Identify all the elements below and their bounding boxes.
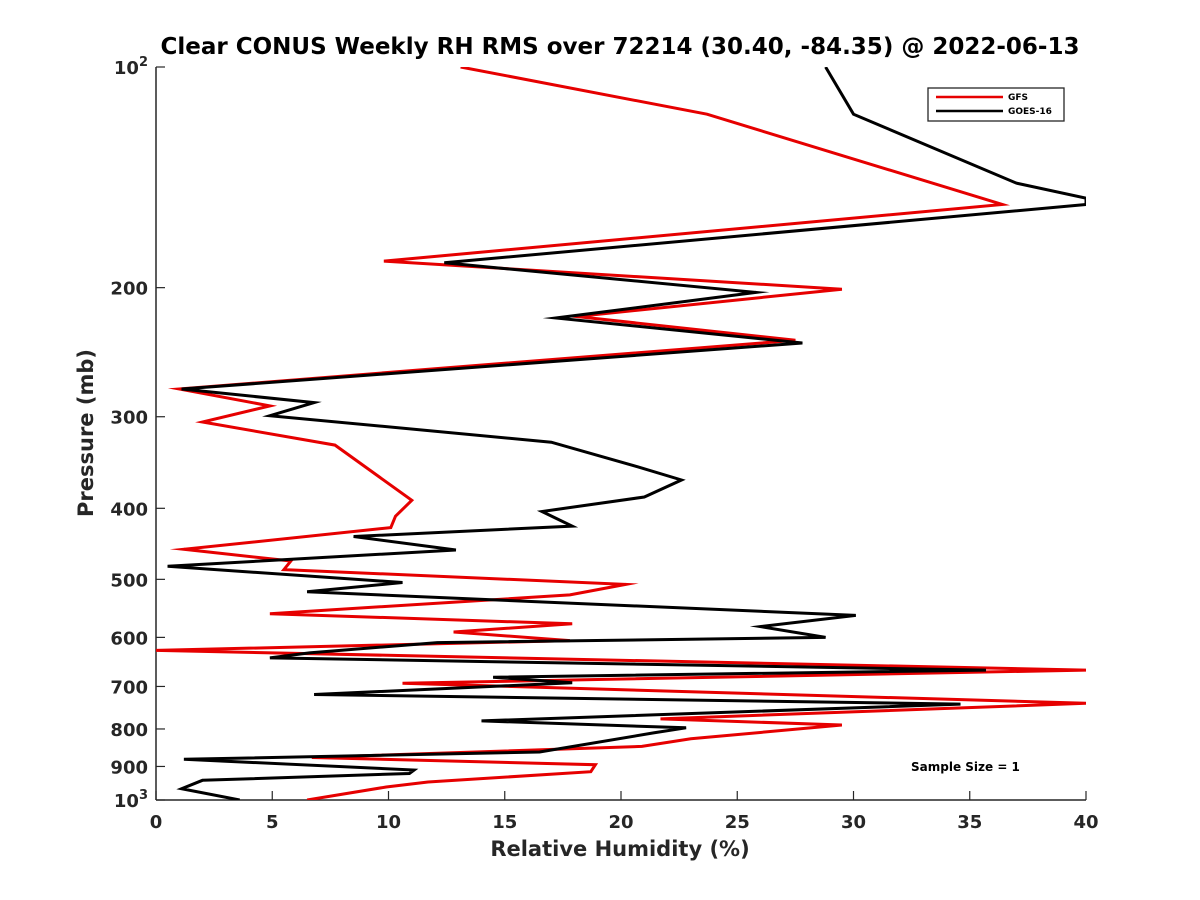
x-tick-label: 0 [150, 812, 163, 833]
legend: GFS GOES-16 [927, 87, 1065, 122]
x-tick-label: 10 [376, 812, 401, 833]
y-tick-label: 200 [110, 279, 148, 300]
legend-box [927, 87, 1065, 122]
series-line-gfs [156, 67, 1086, 800]
sample-size-annotation: Sample Size = 1 [911, 760, 1020, 774]
y-tick-label: 500 [110, 570, 148, 591]
x-tick-label: 35 [957, 812, 982, 833]
y-tick-label: 103 [114, 788, 148, 812]
series-group [156, 67, 1086, 800]
chart-title: Clear CONUS Weekly RH RMS over 72214 (30… [161, 34, 1080, 60]
x-axis-label: Relative Humidity (%) [490, 837, 749, 861]
x-tick-label: 15 [492, 812, 517, 833]
y-tick-label: 400 [110, 499, 148, 520]
y-tick-label: 300 [110, 408, 148, 429]
x-tick-label: 25 [725, 812, 750, 833]
y-tick-label: 700 [110, 677, 148, 698]
series-line-goes-16 [167, 67, 1086, 800]
y-axis-label: Pressure (mb) [74, 349, 98, 517]
y-tick-label: 600 [110, 628, 148, 649]
x-tick-label: 20 [608, 812, 633, 833]
y-tick-label: 900 [110, 757, 148, 778]
x-tick-label: 40 [1073, 812, 1098, 833]
x-tick-label: 30 [841, 812, 866, 833]
y-tick-label: 800 [110, 720, 148, 741]
legend-label-gfs: GFS [1008, 93, 1028, 103]
x-tick-label: 5 [266, 812, 279, 833]
plot-area: 0 5 10 15 20 25 30 35 40 102 200 300 400 500 600 700 800… [110, 55, 1098, 833]
legend-label-goes16: GOES-16 [1008, 107, 1052, 117]
y-tick-label: 102 [114, 55, 148, 79]
